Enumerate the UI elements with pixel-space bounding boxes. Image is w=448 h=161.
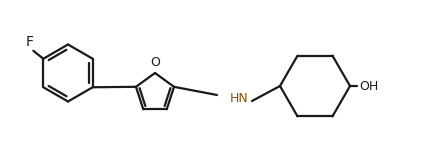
Text: O: O [150,56,160,68]
Text: F: F [26,35,33,49]
Text: OH: OH [359,80,378,93]
Text: HN: HN [230,93,249,105]
